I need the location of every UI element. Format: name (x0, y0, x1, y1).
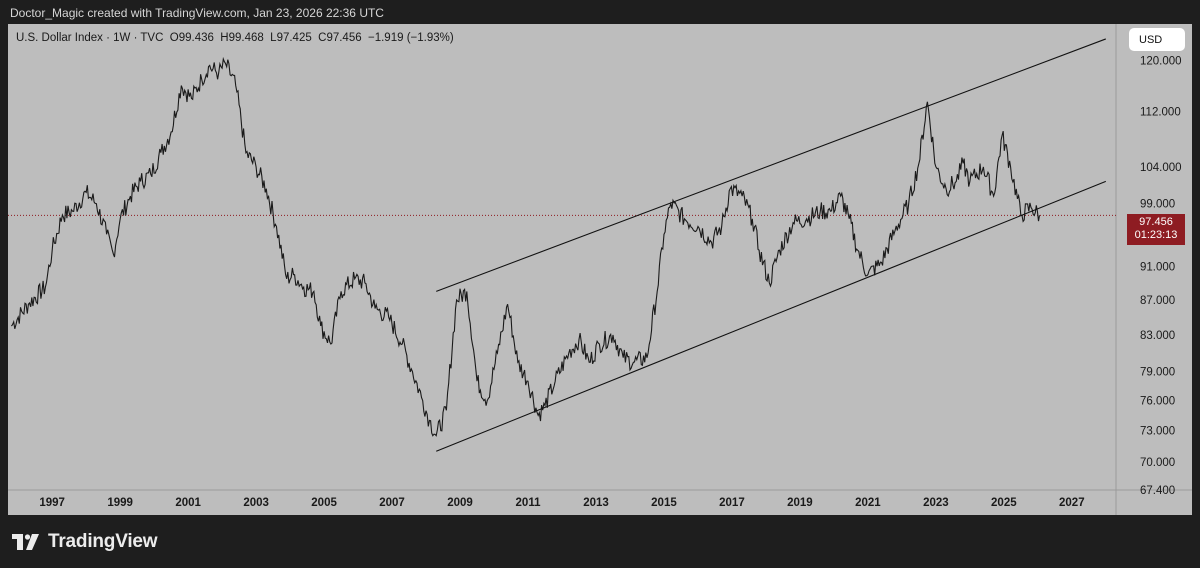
y-tick-label: 73.000 (1140, 426, 1175, 438)
symbol-legend: U.S. Dollar Index · 1W · TVC O99.436 H99… (16, 32, 454, 44)
x-tick-label: 2013 (583, 497, 609, 509)
y-tick-label: 120.000 (1140, 55, 1182, 67)
attribution-text: Doctor_Magic created with TradingView.co… (10, 6, 384, 20)
y-tick-label: 104.000 (1140, 162, 1182, 174)
y-tick-label: 70.000 (1140, 457, 1175, 469)
tradingview-logo-icon (12, 534, 39, 550)
brand-name: TradingView (48, 531, 158, 552)
bar-countdown: 01:23:13 (1134, 229, 1178, 241)
price-series-line (10, 56, 1041, 437)
chart-panel[interactable]: 120.000112.000104.00099.00095.00091.0008… (8, 24, 1192, 515)
channel-lower-line (436, 180, 1107, 452)
x-tick-label: 2019 (787, 497, 813, 509)
channel-upper-line (436, 38, 1106, 292)
x-tick-label: 1999 (107, 497, 133, 509)
x-tick-label: 2027 (1059, 497, 1085, 509)
currency-button[interactable]: USD (1129, 28, 1185, 51)
y-tick-label: 67.400 (1140, 485, 1175, 497)
last-price-tag: 97.456 01:23:13 (1127, 214, 1185, 245)
y-tick-label: 91.000 (1140, 261, 1175, 273)
x-tick-label: 2021 (855, 497, 881, 509)
x-tick-label: 2011 (516, 497, 542, 509)
y-tick-label: 76.000 (1140, 396, 1175, 408)
y-tick-label: 79.000 (1140, 367, 1175, 379)
y-tick-label: 112.000 (1140, 107, 1181, 119)
last-price-value: 97.456 (1139, 216, 1173, 228)
y-tick-label: 99.000 (1140, 199, 1175, 211)
x-tick-label: 1997 (39, 497, 65, 509)
y-tick-label: 87.000 (1140, 295, 1175, 307)
x-tick-label: 2005 (311, 497, 337, 509)
x-tick-label: 2017 (719, 497, 745, 509)
x-tick-label: 2025 (991, 497, 1017, 509)
footer-brand: TradingView (12, 531, 158, 553)
x-tick-label: 2023 (923, 497, 949, 509)
y-tick-label: 83.000 (1140, 330, 1175, 342)
x-tick-label: 2007 (379, 497, 405, 509)
price-chart[interactable]: 120.000112.000104.00099.00095.00091.0008… (8, 24, 1192, 515)
x-tick-label: 2001 (175, 497, 201, 509)
x-tick-label: 2003 (243, 497, 269, 509)
x-tick-label: 2015 (651, 497, 677, 509)
x-tick-label: 2009 (447, 497, 473, 509)
